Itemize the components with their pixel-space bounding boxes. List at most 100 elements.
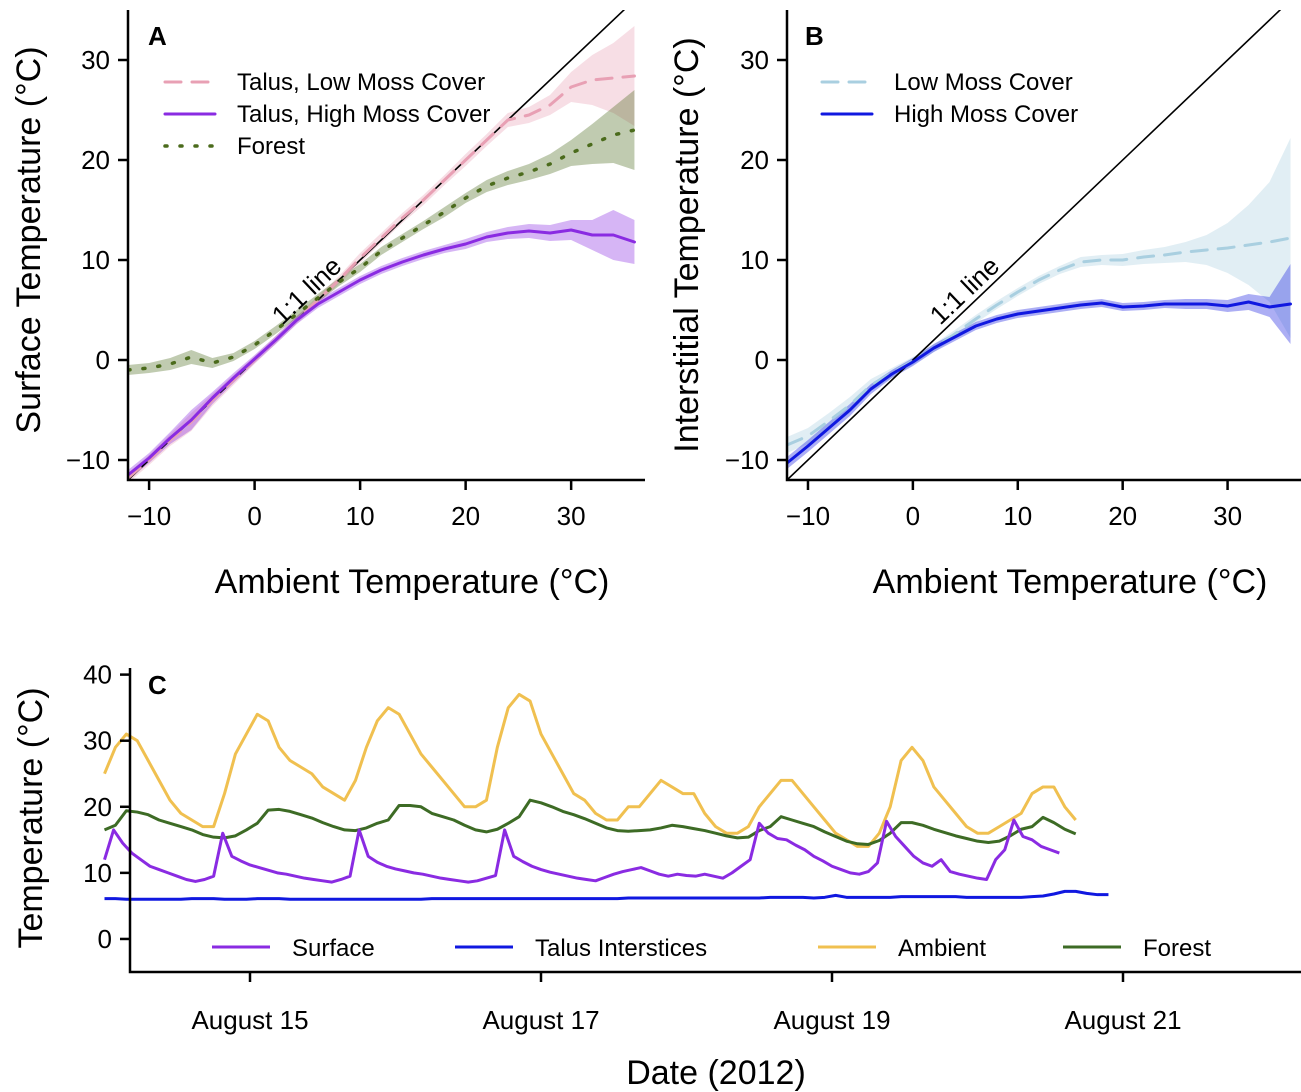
legend-entry-talus-interstices: Talus Interstices xyxy=(455,935,707,962)
x-tick: 10 xyxy=(1003,480,1032,531)
svg-text:30: 30 xyxy=(557,501,586,531)
svg-text:20: 20 xyxy=(451,501,480,531)
x-tick: 0 xyxy=(247,480,262,531)
svg-text:10: 10 xyxy=(81,245,110,275)
legend: Low Moss Cover High Moss Cover xyxy=(820,69,1078,128)
x-tick: August 21 xyxy=(1064,972,1182,1035)
svg-text:Surface: Surface xyxy=(292,935,375,962)
talus-low-moss-cover-line xyxy=(128,74,636,480)
ambient-line xyxy=(103,692,1077,848)
svg-text:0: 0 xyxy=(98,924,112,954)
legend-entry-surface: Surface xyxy=(212,935,375,962)
svg-text:−10: −10 xyxy=(66,445,110,475)
svg-text:30: 30 xyxy=(81,45,110,75)
svg-text:August 15: August 15 xyxy=(191,1005,308,1035)
legend-entry-forest: Forest xyxy=(163,133,305,160)
legend-entry-high-moss-cover: High Moss Cover xyxy=(820,101,1078,128)
talus-interstices-line xyxy=(104,889,1109,901)
y-tick: 0 xyxy=(98,924,130,954)
x-tick: 20 xyxy=(451,480,480,531)
svg-text:0: 0 xyxy=(906,501,920,531)
svg-text:High Moss Cover: High Moss Cover xyxy=(894,101,1078,128)
talus-high-moss-cover-ci-band xyxy=(128,210,635,480)
x-axis-label: Ambient Temperature (°C) xyxy=(215,563,610,601)
svg-text:Ambient: Ambient xyxy=(898,935,986,962)
y-axis-label: Temperature (°C) xyxy=(12,687,50,948)
talus-high-moss-cover-line xyxy=(128,228,636,477)
svg-text:Forest: Forest xyxy=(1143,935,1211,962)
x-tick: 20 xyxy=(1108,480,1137,531)
panel-label: B xyxy=(805,21,824,51)
y-axis-label: Interstitial Temperature (°C) xyxy=(668,37,706,452)
legend-entry-ambient: Ambient xyxy=(818,935,986,962)
axes xyxy=(126,10,645,482)
y-tick: 20 xyxy=(83,792,130,822)
forest-line xyxy=(128,128,637,372)
forest-line xyxy=(103,798,1077,846)
axes xyxy=(128,668,1301,974)
y-tick: 0 xyxy=(755,345,787,375)
svg-text:−10: −10 xyxy=(786,501,830,531)
svg-text:August 21: August 21 xyxy=(1064,1005,1181,1035)
y-tick: 10 xyxy=(740,245,787,275)
svg-text:Forest: Forest xyxy=(237,133,305,160)
x-tick: August 17 xyxy=(482,972,600,1035)
low-moss-cover-line xyxy=(787,236,1293,447)
x-axis-label: Ambient Temperature (°C) xyxy=(873,563,1268,601)
x-tick: August 19 xyxy=(773,972,891,1035)
svg-text:30: 30 xyxy=(1213,501,1242,531)
y-tick: 10 xyxy=(83,858,130,888)
low-moss-cover-ci-band xyxy=(787,138,1291,453)
svg-text:August 17: August 17 xyxy=(482,1005,599,1035)
y-tick: 40 xyxy=(83,660,130,690)
one-to-one-line xyxy=(787,10,1282,480)
x-tick: August 15 xyxy=(191,972,309,1035)
y-tick: 30 xyxy=(83,726,130,756)
x-tick: 30 xyxy=(1213,480,1242,531)
y-tick: −10 xyxy=(66,445,128,475)
y-axis-label: Surface Temperature (°C) xyxy=(10,46,48,433)
svg-text:30: 30 xyxy=(83,726,112,756)
panel-c: August 15 August 17 August 19 August 21 0 10… xyxy=(12,660,1301,1092)
x-tick: −10 xyxy=(786,480,830,531)
legend-entry-talus-high-moss-cover: Talus, High Moss Cover xyxy=(163,101,490,128)
svg-text:20: 20 xyxy=(81,145,110,175)
x-tick: 10 xyxy=(346,480,375,531)
x-axis-label: Date (2012) xyxy=(626,1054,806,1092)
legend-entry-talus-low-moss-cover: Talus, Low Moss Cover xyxy=(163,69,485,96)
svg-text:20: 20 xyxy=(740,145,769,175)
svg-text:0: 0 xyxy=(247,501,261,531)
svg-text:Low Moss Cover: Low Moss Cover xyxy=(894,69,1073,96)
panel-label: C xyxy=(148,670,167,700)
y-tick: 30 xyxy=(81,45,128,75)
svg-text:Talus, High Moss Cover: Talus, High Moss Cover xyxy=(237,101,490,128)
panel-label: A xyxy=(148,21,167,51)
x-tick: 0 xyxy=(906,480,920,531)
svg-text:−10: −10 xyxy=(725,445,769,475)
svg-text:40: 40 xyxy=(83,660,112,690)
high-moss-cover-ci-band xyxy=(787,264,1291,469)
svg-text:0: 0 xyxy=(96,345,110,375)
svg-text:Talus Interstices: Talus Interstices xyxy=(535,935,707,962)
svg-text:0: 0 xyxy=(755,345,769,375)
svg-text:10: 10 xyxy=(346,501,375,531)
svg-text:Talus, Low Moss Cover: Talus, Low Moss Cover xyxy=(237,69,485,96)
surface-line xyxy=(103,818,1060,884)
y-tick: 0 xyxy=(96,345,128,375)
legend-entry-low-moss-cover: Low Moss Cover xyxy=(820,69,1073,96)
svg-text:20: 20 xyxy=(1108,501,1137,531)
svg-text:30: 30 xyxy=(740,45,769,75)
y-tick: 30 xyxy=(740,45,787,75)
legend-entry-forest: Forest xyxy=(1063,935,1211,962)
svg-text:10: 10 xyxy=(1003,501,1032,531)
svg-text:10: 10 xyxy=(740,245,769,275)
y-tick: 20 xyxy=(81,145,128,175)
svg-text:20: 20 xyxy=(83,792,112,822)
svg-text:10: 10 xyxy=(83,858,112,888)
y-tick: −10 xyxy=(725,445,787,475)
axes xyxy=(785,10,1301,482)
x-tick: −10 xyxy=(127,480,171,531)
